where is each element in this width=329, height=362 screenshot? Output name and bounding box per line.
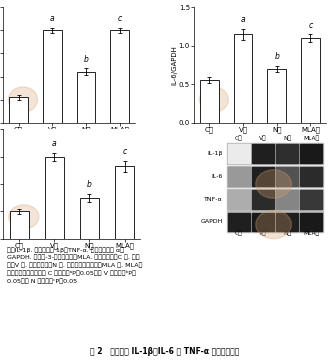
Bar [43, 30, 62, 123]
Text: c: c [117, 14, 122, 24]
Bar [45, 157, 64, 239]
Bar [276, 144, 298, 163]
Text: a: a [50, 14, 55, 24]
Text: b: b [84, 55, 89, 64]
Bar [227, 143, 323, 164]
Bar [252, 190, 274, 209]
Bar [228, 212, 250, 231]
Text: MLA组: MLA组 [303, 231, 319, 236]
Circle shape [9, 205, 39, 229]
Bar [115, 166, 134, 239]
Circle shape [9, 87, 38, 112]
Bar [80, 198, 99, 239]
Bar [228, 144, 250, 163]
Text: N组: N组 [283, 136, 291, 142]
Text: N组: N组 [283, 231, 291, 236]
Text: TNF-α: TNF-α [204, 197, 223, 202]
Bar [110, 30, 129, 123]
Bar [227, 211, 323, 232]
Bar [276, 190, 298, 209]
Bar [228, 167, 250, 186]
Y-axis label: IL-6/GAPDH: IL-6/GAPDH [171, 45, 177, 85]
Bar [300, 167, 322, 186]
Text: b: b [87, 180, 92, 189]
Text: IL-6: IL-6 [212, 174, 223, 179]
Bar [276, 212, 298, 231]
Bar [300, 190, 322, 209]
Bar [252, 212, 274, 231]
Text: GAPDH: GAPDH [200, 219, 223, 224]
Text: MLA组: MLA组 [303, 136, 319, 142]
Bar [200, 80, 219, 123]
Circle shape [199, 87, 228, 112]
Text: c: c [122, 147, 127, 156]
Text: IL-1β: IL-1β [208, 151, 223, 156]
Text: 注：IL-1β. 白细胞介素 1β；TNF-α. 肿瘦坏死因子 α；
GAPDH. 甘油醒-3-磷酸脱氢酥；MLA. 甲基牛扁碱；C 组. 对照
组；V 组. : 注：IL-1β. 白细胞介素 1β；TNF-α. 肿瘦坏死因子 α； GAPDH… [7, 247, 142, 284]
Bar [301, 38, 320, 123]
Bar [228, 190, 250, 209]
Bar [300, 144, 322, 163]
Bar [252, 144, 274, 163]
Text: a: a [52, 139, 57, 148]
Circle shape [256, 170, 291, 198]
Circle shape [256, 210, 291, 239]
Text: V组: V组 [259, 231, 267, 236]
Bar [300, 212, 322, 231]
Bar [252, 167, 274, 186]
Bar [234, 34, 252, 123]
Bar [267, 69, 286, 123]
Bar [77, 72, 95, 123]
Text: C组: C组 [235, 231, 243, 236]
Text: V组: V组 [259, 136, 267, 142]
Bar [276, 167, 298, 186]
Bar [9, 97, 28, 123]
Text: c: c [308, 21, 313, 30]
Bar [10, 211, 29, 239]
Text: a: a [241, 15, 245, 24]
Text: b: b [274, 52, 279, 61]
Text: C组: C组 [235, 136, 243, 142]
Bar [227, 166, 323, 187]
Bar [227, 189, 323, 210]
Text: 图 2   各组大鼠 IL-1β、IL-6 及 TNF-α 蛋白表达水平: 图 2 各组大鼠 IL-1β、IL-6 及 TNF-α 蛋白表达水平 [90, 347, 239, 356]
